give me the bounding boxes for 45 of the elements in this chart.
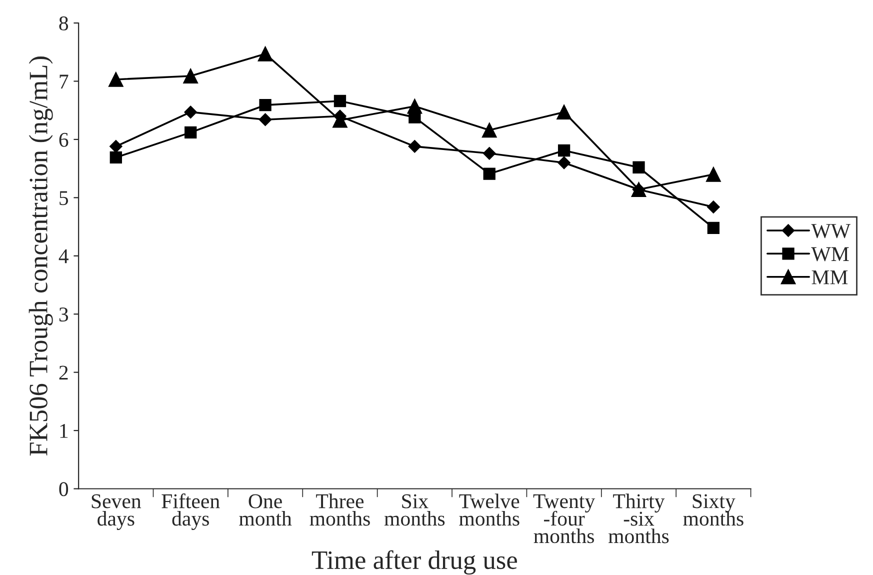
point xyxy=(558,144,570,157)
x-tick-label: Seven days xyxy=(92,494,142,530)
x-tick-label: Twenty -four months xyxy=(533,494,596,544)
y-tick-label: 0 xyxy=(59,482,68,496)
y-axis-title: FK506 Trough concentration (ng/mL) xyxy=(28,56,53,456)
legend-label: WM xyxy=(811,247,849,262)
y-tick-label: 2 xyxy=(59,366,68,380)
y-tick-label: 1 xyxy=(60,424,68,438)
point xyxy=(408,140,422,153)
point xyxy=(558,156,570,170)
point xyxy=(184,126,197,139)
point xyxy=(184,106,198,118)
legend-label: WW xyxy=(811,224,850,238)
y-tick-label: 7 xyxy=(60,74,68,88)
point xyxy=(706,166,721,182)
point xyxy=(110,151,122,164)
y-tick-label: 3 xyxy=(59,308,68,322)
y-tick-label: 6 xyxy=(59,132,68,147)
x-tick-label: Thirty -six months xyxy=(608,494,669,544)
x-tick-label: Sixty months xyxy=(683,494,744,526)
point xyxy=(707,200,720,214)
y-tick-label: 5 xyxy=(60,191,68,206)
point xyxy=(556,104,572,120)
x-axis-title: Time after drug use xyxy=(312,550,517,575)
point xyxy=(483,168,496,180)
point xyxy=(482,146,496,160)
x-tick-label: Fifteen days xyxy=(162,493,220,530)
point xyxy=(258,46,273,62)
point xyxy=(108,72,124,87)
point xyxy=(334,94,346,108)
point xyxy=(632,161,645,174)
point xyxy=(482,122,497,138)
point xyxy=(259,99,272,112)
y-tick-label: 4 xyxy=(58,249,69,264)
y-tick-label: 8 xyxy=(59,16,68,30)
legend-label: MM xyxy=(812,270,848,284)
point xyxy=(110,140,122,153)
x-tick-label: One month xyxy=(239,494,292,526)
point xyxy=(707,222,720,234)
point xyxy=(407,98,422,114)
x-tick-label: Three months xyxy=(310,494,370,526)
x-tick-label: Six months xyxy=(384,494,445,526)
point xyxy=(258,113,272,126)
point xyxy=(183,68,198,84)
x-tick-label: Twelve months xyxy=(459,494,520,526)
